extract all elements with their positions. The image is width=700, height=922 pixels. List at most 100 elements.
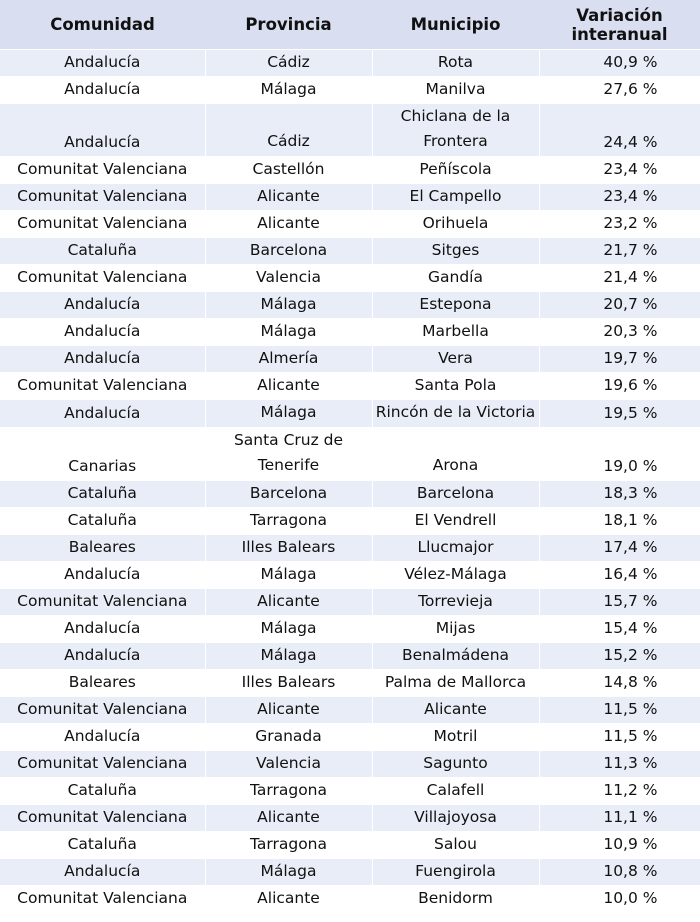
cell-variacion: 10,8 % — [539, 858, 700, 886]
table-row: Andalucía Málaga Manilva 27,6 % — [0, 76, 700, 104]
table-row: Cataluña Barcelona Sitges 21,7 % — [0, 237, 700, 265]
table-row: Andalucía Málaga Marbella 20,3 % — [0, 318, 700, 346]
table-body: Andalucía Cádiz Rota 40,9 % Andalucía Málaga M… — [0, 49, 700, 913]
cell-provincia: Málaga — [205, 318, 373, 346]
cell-variacion: 19,7 % — [539, 345, 700, 373]
cell-provincia: Santa Cruz de Tenerife — [205, 427, 373, 481]
cell-comunidad: Andalucía — [0, 291, 206, 319]
cell-municipio: Manilva — [372, 76, 540, 104]
cell-comunidad: Baleares — [0, 669, 206, 697]
cell-comunidad: Andalucía — [0, 318, 206, 346]
cell-comunidad: Cataluña — [0, 480, 206, 508]
cell-variacion: 11,2 % — [539, 777, 700, 805]
cell-provincia: Barcelona — [205, 237, 373, 265]
cell-comunidad: Canarias — [0, 427, 206, 481]
cell-provincia: Almería — [205, 345, 373, 373]
cell-variacion: 20,7 % — [539, 291, 700, 319]
table-header: Comunidad Provincia Municipio Variación … — [0, 0, 700, 50]
cell-variacion: 20,3 % — [539, 318, 700, 346]
cell-provincia: Tarragona — [205, 777, 373, 805]
cell-comunidad: Comunitat Valenciana — [0, 372, 206, 400]
header-variacion: Variación interanual — [539, 0, 700, 50]
cell-variacion: 40,9 % — [539, 49, 700, 77]
cell-comunidad: Andalucía — [0, 858, 206, 886]
cell-comunidad: Andalucía — [0, 723, 206, 751]
cell-provincia: Alicante — [205, 885, 373, 913]
cell-municipio: Peñíscola — [372, 156, 540, 184]
cell-provincia: Valencia — [205, 264, 373, 292]
cell-municipio: Orihuela — [372, 210, 540, 238]
cell-provincia: Illes Balears — [205, 669, 373, 697]
table-row: Comunitat Valenciana Alicante Alicante 11,5… — [0, 696, 700, 724]
cell-variacion: 24,4 % — [539, 103, 700, 157]
table-row: Cataluña Tarragona Calafell 11,2 % — [0, 777, 700, 805]
cell-variacion: 19,5 % — [539, 399, 700, 428]
table-row: Andalucía Málaga Mijas 15,4 % — [0, 615, 700, 643]
cell-variacion: 23,4 % — [539, 156, 700, 184]
cell-variacion: 15,7 % — [539, 588, 700, 616]
cell-municipio: Salou — [372, 831, 540, 859]
table-row: Cataluña Barcelona Barcelona 18,3 % — [0, 480, 700, 508]
cell-variacion: 18,1 % — [539, 507, 700, 535]
table-row: Cataluña Tarragona El Vendrell 18,1 % — [0, 507, 700, 535]
cell-provincia: Granada — [205, 723, 373, 751]
cell-comunidad: Comunitat Valenciana — [0, 885, 206, 913]
table-row: Comunitat Valenciana Alicante Santa Pola 19… — [0, 372, 700, 400]
cell-municipio: Arona — [372, 427, 540, 481]
cell-variacion: 19,6 % — [539, 372, 700, 400]
header-provincia: Provincia — [205, 0, 372, 50]
cell-comunidad: Comunitat Valenciana — [0, 156, 206, 184]
cell-comunidad: Andalucía — [0, 76, 206, 104]
table-row: Comunitat Valenciana Alicante Villajoyosa 1… — [0, 804, 700, 832]
cell-comunidad: Andalucía — [0, 642, 206, 670]
cell-variacion: 10,0 % — [539, 885, 700, 913]
cell-provincia: Tarragona — [205, 831, 373, 859]
header-municipio: Municipio — [372, 0, 539, 50]
cell-variacion: 14,8 % — [539, 669, 700, 697]
cell-comunidad: Andalucía — [0, 399, 206, 428]
table-row: Comunitat Valenciana Valencia Gandía 21,4 % — [0, 264, 700, 292]
cell-provincia: Málaga — [205, 615, 373, 643]
cell-provincia: Málaga — [205, 76, 373, 104]
cell-comunidad: Comunitat Valenciana — [0, 750, 206, 778]
cell-municipio: El Campello — [372, 183, 540, 211]
table-row: Andalucía Málaga Rincón de la Victoria 19,5… — [0, 399, 700, 428]
cell-provincia: Alicante — [205, 210, 373, 238]
table-row: Andalucía Cádiz Chiclana de la Frontera 24,… — [0, 103, 700, 157]
table-row: Comunitat Valenciana Alicante Torrevieja 15… — [0, 588, 700, 616]
table-row: Comunitat Valenciana Castellón Peñíscola 23… — [0, 156, 700, 184]
cell-comunidad: Andalucía — [0, 615, 206, 643]
cell-comunidad: Andalucía — [0, 345, 206, 373]
cell-provincia: Málaga — [205, 561, 373, 589]
cell-municipio: Benidorm — [372, 885, 540, 913]
cell-municipio: Vélez-Málaga — [372, 561, 540, 589]
cell-municipio: Calafell — [372, 777, 540, 805]
cell-comunidad: Comunitat Valenciana — [0, 804, 206, 832]
cell-municipio: Torrevieja — [372, 588, 540, 616]
table-row: Andalucía Almería Vera 19,7 % — [0, 345, 700, 373]
cell-municipio: Rincón de la Victoria — [372, 399, 540, 428]
cell-municipio: Fuengirola — [372, 858, 540, 886]
cell-municipio: Chiclana de la Frontera — [372, 103, 540, 157]
cell-variacion: 11,5 % — [539, 723, 700, 751]
cell-provincia: Barcelona — [205, 480, 373, 508]
cell-provincia: Castellón — [205, 156, 373, 184]
cell-comunidad: Cataluña — [0, 777, 206, 805]
table-row: Baleares Illes Balears Llucmajor 17,4 % — [0, 534, 700, 562]
cell-municipio: Marbella — [372, 318, 540, 346]
cell-variacion: 10,9 % — [539, 831, 700, 859]
table-row: Comunitat Valenciana Valencia Sagunto 11,3 … — [0, 750, 700, 778]
cell-variacion: 11,1 % — [539, 804, 700, 832]
cell-provincia: Málaga — [205, 291, 373, 319]
cell-municipio: Barcelona — [372, 480, 540, 508]
table-row: Comunitat Valenciana Alicante Benidorm 10,0… — [0, 885, 700, 913]
cell-municipio: Vera — [372, 345, 540, 373]
table-row: Andalucía Málaga Estepona 20,7 % — [0, 291, 700, 319]
table-row: Andalucía Granada Motril 11,5 % — [0, 723, 700, 751]
cell-municipio: Llucmajor — [372, 534, 540, 562]
cell-provincia: Illes Balears — [205, 534, 373, 562]
cell-comunidad: Comunitat Valenciana — [0, 264, 206, 292]
cell-municipio: Gandía — [372, 264, 540, 292]
cell-municipio: Santa Pola — [372, 372, 540, 400]
